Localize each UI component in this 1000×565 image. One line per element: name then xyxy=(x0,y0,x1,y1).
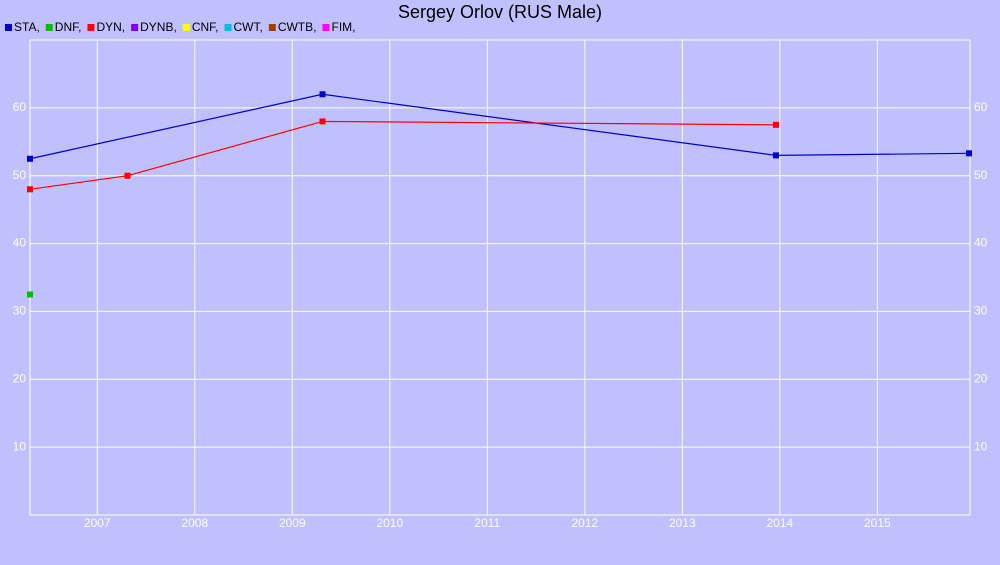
legend-label: CNF, xyxy=(192,20,219,34)
legend-swatch xyxy=(5,24,12,31)
y-tick-label-right: 60 xyxy=(974,100,988,114)
point xyxy=(772,152,779,159)
legend-label: CWT, xyxy=(233,20,262,34)
legend-swatch xyxy=(45,24,53,31)
point xyxy=(772,121,779,128)
legend-swatch xyxy=(322,24,330,31)
y-tick-label: 10 xyxy=(13,439,27,453)
x-tick-label: 2007 xyxy=(84,516,111,530)
point xyxy=(27,155,33,162)
point xyxy=(319,118,326,125)
x-tick-label: 2010 xyxy=(376,516,403,530)
y-tick-label-right: 40 xyxy=(974,236,988,250)
legend-label: STA, xyxy=(14,20,40,34)
series-line xyxy=(29,120,776,190)
x-tick-label: 2014 xyxy=(767,516,794,530)
legend-swatch xyxy=(182,24,190,31)
x-tick-label: 2013 xyxy=(669,516,696,530)
legend-swatch xyxy=(224,24,232,31)
legend-label: DYNB, xyxy=(140,20,177,34)
point xyxy=(27,186,33,193)
point xyxy=(966,150,973,157)
y-tick-label: 60 xyxy=(13,100,27,114)
y-tick-label: 30 xyxy=(13,304,27,318)
x-tick-label: 2009 xyxy=(279,516,306,530)
y-tick-label-right: 20 xyxy=(974,371,988,385)
legend-label: FIM, xyxy=(331,20,355,34)
legend-swatch xyxy=(87,24,95,31)
legend-swatch xyxy=(131,24,139,31)
x-tick-label: 2012 xyxy=(571,516,598,530)
x-tick-label: 2011 xyxy=(474,516,500,530)
point xyxy=(27,291,33,298)
chart-title: Sergey Orlov (RUS Male) xyxy=(398,2,602,22)
legend-swatch xyxy=(268,24,276,31)
point xyxy=(319,91,326,98)
x-tick-label: 2008 xyxy=(181,516,208,530)
plot-area xyxy=(29,39,971,516)
y-tick-label: 20 xyxy=(13,371,27,385)
y-tick-label: 50 xyxy=(13,168,27,182)
y-tick-label-right: 10 xyxy=(974,439,988,453)
y-tick-label-right: 30 xyxy=(974,304,988,318)
y-tick-label-right: 50 xyxy=(974,168,988,182)
legend-label: DYN, xyxy=(96,20,125,34)
point xyxy=(124,172,131,179)
y-tick-label: 40 xyxy=(13,236,27,250)
legend-label: DNF, xyxy=(55,20,82,34)
x-tick-label: 2015 xyxy=(864,516,891,530)
legend-label: CWTB, xyxy=(278,20,317,34)
series-line xyxy=(29,93,970,160)
